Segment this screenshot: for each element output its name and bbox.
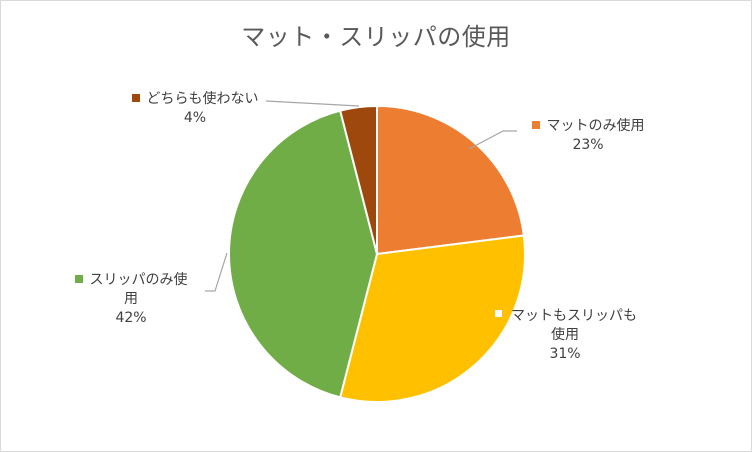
data-label-neither-value: 4% bbox=[183, 110, 207, 126]
legend-key-mat-only bbox=[531, 121, 540, 129]
pie-slices bbox=[228, 105, 526, 403]
data-label-slipper-only: スリッパのみ使 用 42% bbox=[57, 271, 205, 328]
data-label-mat-only-value: 23% bbox=[572, 137, 604, 153]
pie-slice-both bbox=[339, 234, 526, 403]
pie-slice-slipper-only bbox=[228, 109, 378, 399]
data-label-both-name-2: 使用 bbox=[551, 327, 579, 343]
data-label-slipper-only-value: 42% bbox=[115, 310, 147, 326]
data-label-both-name-1: マットもスリッパも bbox=[511, 308, 637, 324]
leader-line-slipper-only bbox=[205, 252, 228, 292]
data-label-neither-name: どちらも使わない bbox=[146, 91, 259, 107]
legend-key-slipper-only bbox=[74, 275, 83, 283]
data-label-both-value: 31% bbox=[549, 346, 581, 362]
data-label-slipper-only-name-1: スリッパのみ使 bbox=[89, 272, 188, 288]
legend-key-both bbox=[493, 308, 504, 319]
pie-slice-neither bbox=[339, 105, 378, 255]
leader-lines bbox=[205, 100, 517, 292]
data-label-mat-only: マットのみ使用 23% bbox=[513, 117, 663, 155]
data-label-neither: どちらも使わない 4% bbox=[97, 90, 293, 128]
data-label-mat-only-name: マットのみ使用 bbox=[546, 118, 645, 134]
data-label-both: マットもスリッパも 使用 31% bbox=[479, 307, 651, 364]
pie-slice-mat-only bbox=[376, 105, 525, 255]
data-label-slipper-only-name-2: 用 bbox=[124, 291, 138, 307]
chart-title: マット・スリッパの使用 bbox=[241, 23, 511, 51]
leader-line-mat-only bbox=[468, 130, 517, 150]
legend-key-neither bbox=[131, 94, 140, 102]
leader-line-neither bbox=[265, 100, 360, 107]
